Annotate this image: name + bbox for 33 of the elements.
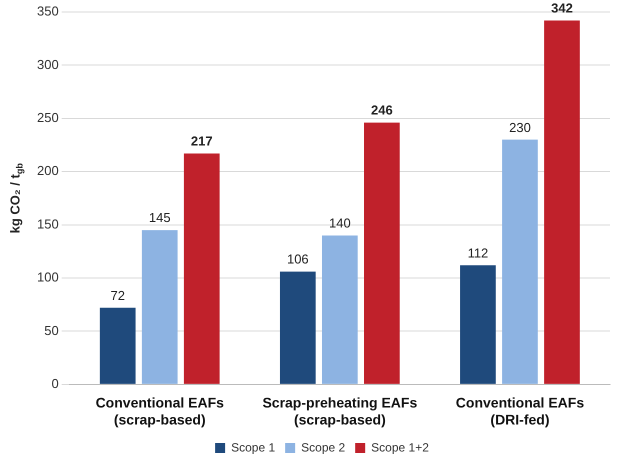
legend-label: Scope 1+2 xyxy=(371,440,430,454)
y-axis-title: kg CO₂ / tgb xyxy=(8,162,24,234)
y-tick-label: 0 xyxy=(51,376,59,391)
data-label: 145 xyxy=(148,210,171,226)
legend-label: Scope 1 xyxy=(231,440,276,454)
data-label: 140 xyxy=(328,216,351,231)
x-tick-label: Conventional EAFs (scrap-based) xyxy=(96,394,224,428)
bar xyxy=(100,308,136,384)
data-label: 342 xyxy=(551,0,573,16)
y-tick-label: 100 xyxy=(36,270,59,285)
bar xyxy=(184,154,220,384)
legend-label: Scope 2 xyxy=(301,440,346,454)
bar xyxy=(142,230,178,384)
bar xyxy=(280,272,316,384)
y-tick-label: 250 xyxy=(36,110,59,125)
y-tick-label: 350 xyxy=(36,4,59,19)
y-tick-label: 150 xyxy=(36,216,59,232)
data-label: 112 xyxy=(468,245,488,260)
data-label: 72 xyxy=(110,288,125,303)
bar xyxy=(364,122,400,384)
data-label: 230 xyxy=(509,120,531,135)
bar xyxy=(322,235,358,384)
y-tick-label: 50 xyxy=(44,322,59,338)
y-tick-label: 300 xyxy=(36,56,59,72)
data-label: 246 xyxy=(371,102,393,118)
x-tick-label: Conventional EAFs (DRI-fed) xyxy=(456,394,584,428)
bar xyxy=(502,140,538,384)
data-label: 106 xyxy=(286,252,309,267)
bar xyxy=(460,265,496,384)
y-tick-label: 200 xyxy=(36,163,59,178)
data-label: 217 xyxy=(190,134,213,149)
x-tick-label: Scrap-preheating EAFs (scrap-based) xyxy=(262,394,418,428)
bar xyxy=(544,20,580,384)
